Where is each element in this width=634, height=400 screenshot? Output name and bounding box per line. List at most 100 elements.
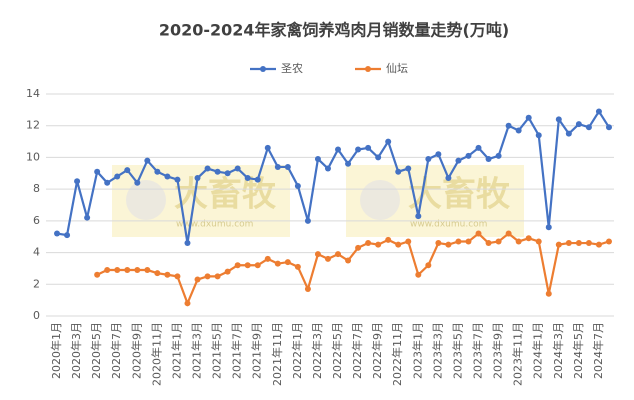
point <box>184 240 191 247</box>
point <box>164 271 171 278</box>
point <box>314 251 321 258</box>
y-tick-label: 6 <box>33 214 40 227</box>
point <box>64 232 71 239</box>
point <box>565 130 572 137</box>
point <box>525 235 532 242</box>
point <box>575 121 582 128</box>
point <box>605 238 612 245</box>
point <box>555 116 562 123</box>
point <box>254 262 261 269</box>
point <box>264 144 271 151</box>
point <box>104 267 111 274</box>
point <box>575 240 582 247</box>
watermark-logo <box>360 180 400 220</box>
x-tick-label: 2021年3月 <box>190 322 204 379</box>
point <box>535 132 542 139</box>
point <box>355 244 362 251</box>
x-tick-label: 2021年11月 <box>270 322 284 386</box>
point <box>375 241 382 248</box>
point <box>184 300 191 307</box>
point <box>174 273 181 280</box>
point <box>114 267 121 274</box>
point <box>94 168 101 175</box>
point <box>224 170 231 177</box>
x-tick-label: 2022年3月 <box>310 322 324 379</box>
y-tick-label: 0 <box>33 309 40 322</box>
point <box>565 240 572 247</box>
legend-label: 圣农 <box>281 61 303 75</box>
point <box>54 230 61 237</box>
point <box>485 156 492 163</box>
watermark-logo <box>126 180 166 220</box>
x-tick-label: 2022年9月 <box>370 322 384 379</box>
point <box>244 175 251 182</box>
x-tick-label: 2022年1月 <box>290 322 304 379</box>
point <box>214 168 221 175</box>
point <box>154 270 161 277</box>
x-tick-label: 2024年3月 <box>551 322 565 379</box>
point <box>365 240 372 247</box>
point <box>415 213 422 220</box>
x-tick-label: 2022年5月 <box>330 322 344 379</box>
point <box>495 152 502 159</box>
y-tick-label: 12 <box>26 119 40 132</box>
point <box>445 241 452 248</box>
point <box>415 271 422 278</box>
point <box>455 157 462 164</box>
legend-marker <box>260 66 266 72</box>
series-line <box>96 232 610 307</box>
point <box>435 240 442 247</box>
x-tick-label: 2021年9月 <box>250 322 264 379</box>
point <box>224 268 231 275</box>
x-tick-label: 2023年1月 <box>410 322 424 379</box>
point <box>244 262 251 269</box>
point <box>465 238 472 245</box>
point <box>164 173 171 180</box>
point <box>595 241 602 248</box>
point <box>355 146 362 153</box>
point <box>194 175 201 182</box>
point <box>94 271 101 278</box>
point <box>475 144 482 151</box>
point <box>234 165 241 172</box>
x-tick-label: 2023年9月 <box>491 322 505 379</box>
point <box>74 178 81 185</box>
point <box>555 241 562 248</box>
point <box>264 255 271 262</box>
y-tick-label: 10 <box>26 150 40 163</box>
point <box>455 238 462 245</box>
point <box>585 124 592 131</box>
point <box>505 122 512 129</box>
x-tick-label: 2020年3月 <box>69 322 83 379</box>
point <box>385 138 392 145</box>
x-tick-label: 2023年5月 <box>450 322 464 379</box>
point <box>204 165 211 172</box>
point <box>274 260 281 267</box>
point <box>114 173 121 180</box>
point <box>475 230 482 237</box>
point <box>585 240 592 247</box>
y-tick-label: 2 <box>33 277 40 290</box>
watermark-text: 大畜牧 <box>174 175 277 215</box>
point <box>425 262 432 269</box>
point <box>595 108 602 115</box>
point <box>294 263 301 270</box>
point <box>505 230 512 237</box>
point <box>124 267 131 274</box>
y-tick-label: 14 <box>26 87 40 100</box>
point <box>144 157 151 164</box>
y-tick-label: 4 <box>33 246 40 259</box>
point <box>324 165 331 172</box>
point <box>335 146 342 153</box>
point <box>335 251 342 258</box>
point <box>525 114 532 121</box>
point <box>485 240 492 247</box>
x-tick-label: 2020年7月 <box>109 322 123 379</box>
y-tick-label: 8 <box>33 182 40 195</box>
x-tick-label: 2023年3月 <box>430 322 444 379</box>
point <box>104 179 111 186</box>
point <box>234 262 241 269</box>
point <box>405 238 412 245</box>
point <box>535 238 542 245</box>
